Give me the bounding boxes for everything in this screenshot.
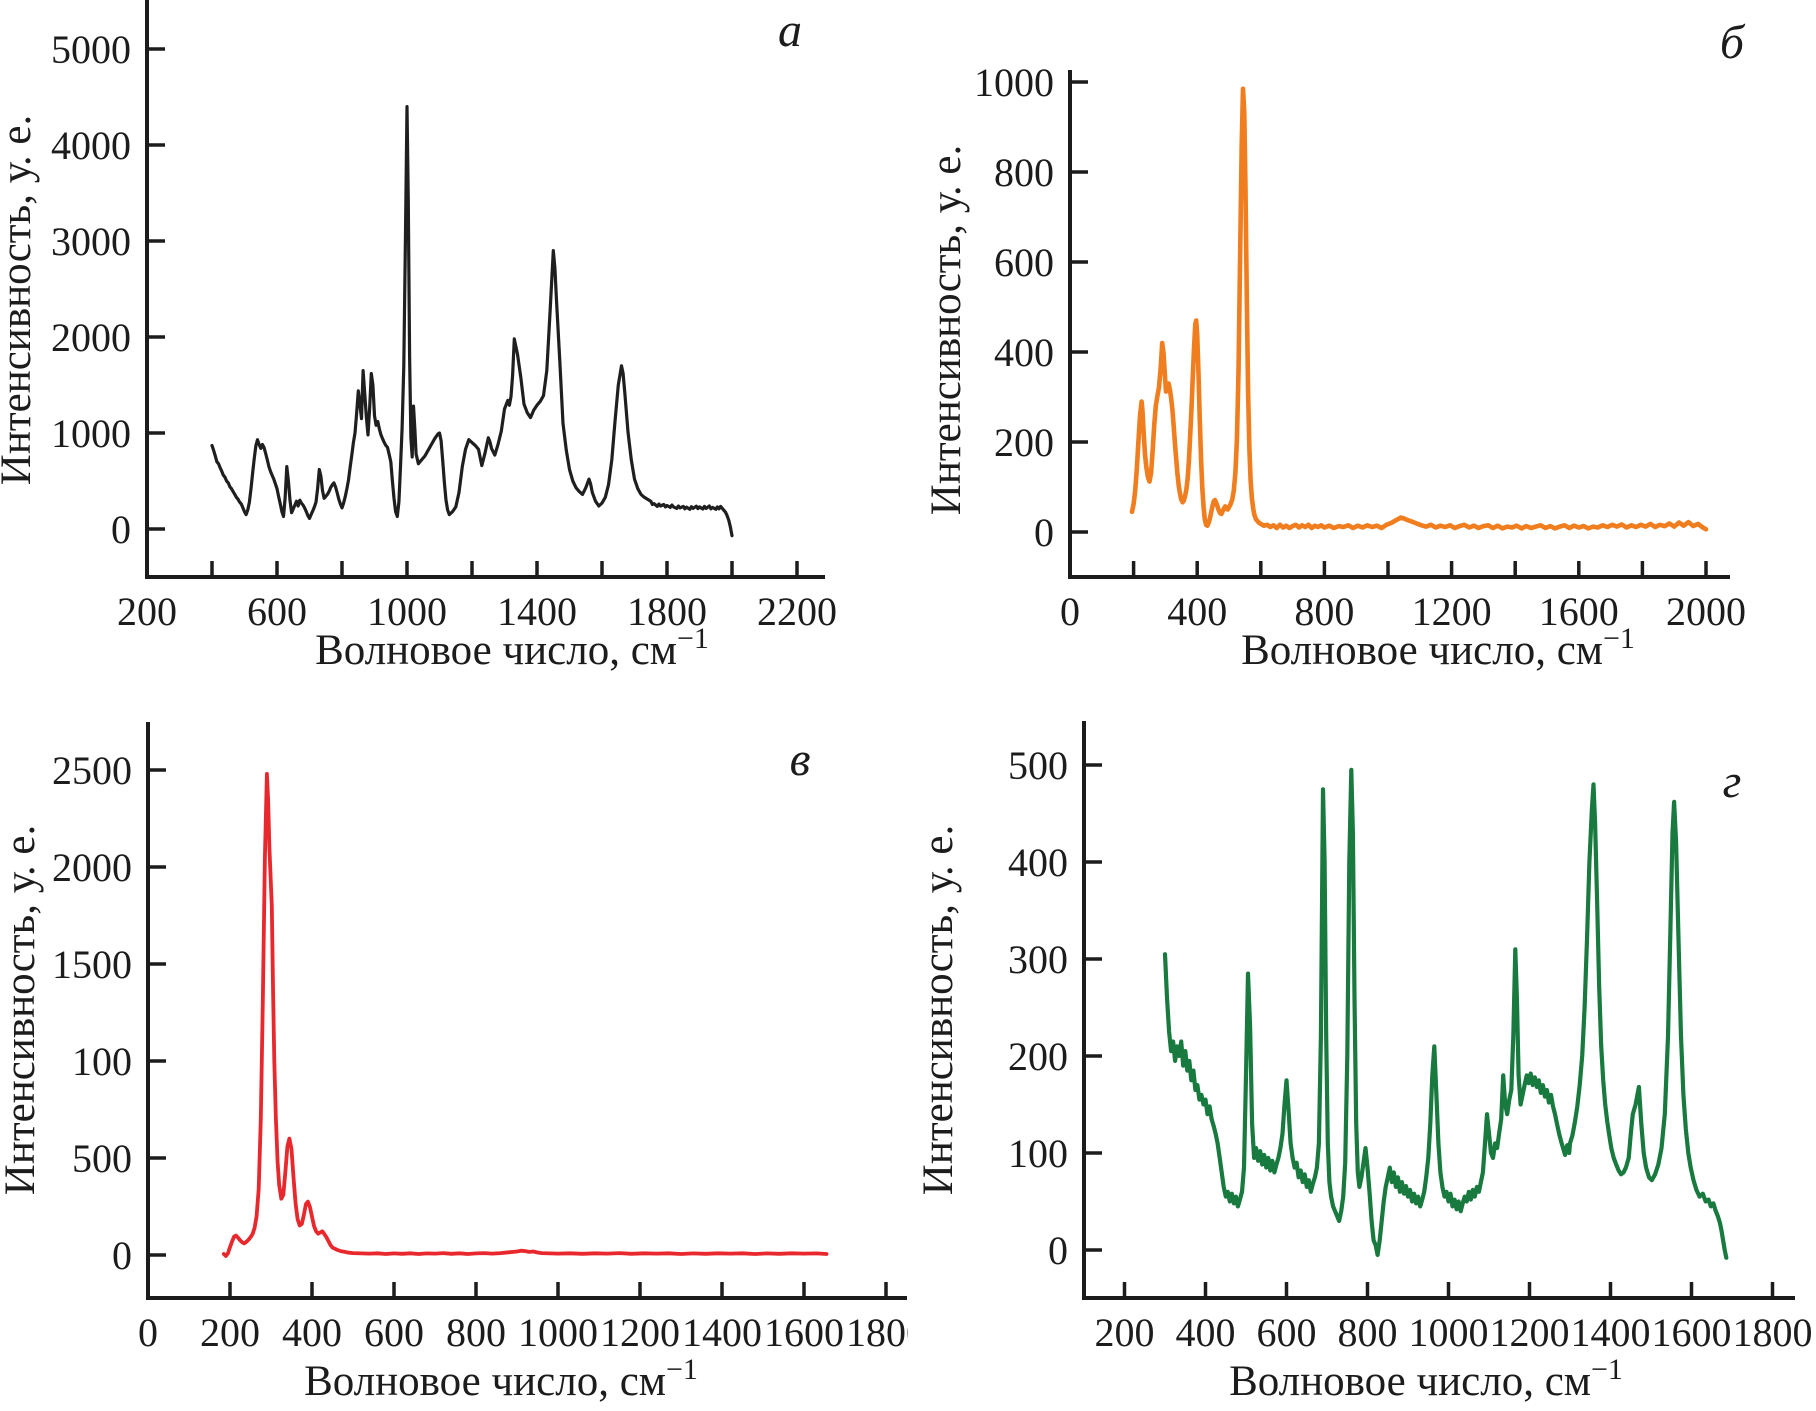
panel-a-raman-spectrum: 200 600 1000 1400 1800 2200 0 1000 2000 3000 4000 5… [0, 0, 908, 705]
y-tick-label: 1000 [51, 411, 131, 456]
x-tick-label: 1400 [1571, 1310, 1651, 1355]
x-tick-label: 400 [282, 1310, 342, 1355]
x-tick-label: 600 [364, 1310, 424, 1355]
spectrum-trace-b [1129, 86, 1709, 532]
x-tick-label: 400 [1167, 589, 1227, 634]
axis-ticks-b [1070, 80, 1708, 577]
panel-b-raman-spectrum: 0 400 800 1200 1600 2000 0 200 400 600 800 1000 Волн… [908, 0, 1816, 705]
axes-b [1068, 70, 1730, 579]
y-tick-label: 1500 [52, 942, 132, 987]
panel-letter-b: б [1720, 16, 1746, 69]
x-tick-label: 200 [117, 589, 177, 634]
tick-labels-g: 200 400 600 800 1000 1200 1400 1600 1800 0 100 200 3… [1008, 743, 1813, 1355]
y-tick-label: 5000 [51, 27, 131, 72]
x-axis-title: Волновое число, см−1 [1241, 622, 1635, 674]
x-tick-label: 400 [1176, 1310, 1236, 1355]
tick-labels-a: 200 600 1000 1400 1800 2200 0 1000 2000 3000 4000 5… [51, 27, 837, 634]
x-axis-title: Волновое число, см−1 [1229, 1353, 1623, 1405]
x-tick-label: 1600 [1652, 1310, 1732, 1355]
spectrum-plot-g: 200 400 600 800 1000 1200 1400 1600 1800 0 100 200 3… [915, 721, 1813, 1405]
x-tick-label: 1400 [497, 589, 577, 634]
y-tick-label: 400 [994, 330, 1054, 375]
y-tick-label: 3000 [51, 219, 131, 264]
tick-labels-b: 0 400 800 1200 1600 2000 0 200 400 600 800 1000 [974, 60, 1746, 634]
x-tick-label: 1600 [764, 1310, 844, 1355]
y-tick-label: 2000 [51, 315, 131, 360]
x-tick-label: 800 [1294, 589, 1354, 634]
y-tick-label: 500 [1008, 743, 1068, 788]
panel-letter-v: в [790, 733, 811, 786]
panel-letter-g: г [1723, 755, 1742, 808]
y-axis-title: Интенсивность, у. е. [923, 145, 970, 515]
panel-letter-a: а [778, 4, 802, 57]
x-axis-title: Волновое число, см−1 [315, 622, 709, 674]
y-tick-label: 1000 [974, 60, 1054, 105]
x-tick-label: 1000 [367, 589, 447, 634]
y-axis-title: Интенсивность, у. е. [915, 825, 962, 1195]
y-tick-label: 0 [1048, 1228, 1068, 1273]
x-tick-label: 200 [1095, 1310, 1155, 1355]
y-tick-label: 100 [1008, 1131, 1068, 1176]
x-tick-label: 0 [1060, 589, 1080, 634]
y-tick-label: 600 [994, 240, 1054, 285]
axes-g [1082, 721, 1795, 1300]
spectrum-trace-a [210, 104, 734, 538]
x-tick-label: 1800 [1733, 1310, 1813, 1355]
spectrum-trace-g [1162, 767, 1729, 1260]
x-tick-label: 1400 [682, 1310, 762, 1355]
panel-g-raman-spectrum: 200 400 600 800 1000 1200 1400 1600 1800 0 100 200 3… [908, 705, 1816, 1411]
y-tick-label: 800 [994, 150, 1054, 195]
y-tick-label: 200 [1008, 1034, 1068, 1079]
y-axis-title: Интенсивность, у. е. [0, 115, 40, 485]
axis-ticks-a [147, 47, 799, 577]
y-axis-title: Интенсивность, у. е. [0, 825, 44, 1195]
x-tick-label: 1800 [846, 1310, 908, 1355]
y-tick-label: 500 [72, 1136, 132, 1181]
axes-v [146, 722, 907, 1300]
x-tick-label: 1800 [627, 589, 707, 634]
x-tick-label: 800 [446, 1310, 506, 1355]
spectrum-plot-a: 200 600 1000 1400 1800 2200 0 1000 2000 3000 4000 5… [0, 0, 837, 674]
y-tick-label: 0 [1034, 510, 1054, 555]
axis-ticks-v [148, 768, 888, 1298]
x-tick-label: 600 [1257, 1310, 1317, 1355]
spectrum-plot-b: 0 400 800 1200 1600 2000 0 200 400 600 800 1000 Волн… [923, 16, 1746, 674]
x-tick-label: 1200 [600, 1310, 680, 1355]
y-tick-label: 200 [994, 420, 1054, 465]
axes-a [145, 0, 825, 579]
y-tick-label: 100 [72, 1039, 132, 1084]
y-tick-label: 2500 [52, 748, 132, 793]
x-axis-title: Волновое число, см−1 [304, 1353, 698, 1405]
x-tick-label: 1600 [1539, 589, 1619, 634]
y-tick-label: 300 [1008, 937, 1068, 982]
axis-ticks-g [1084, 763, 1775, 1298]
y-tick-label: 4000 [51, 123, 131, 168]
y-tick-label: 0 [112, 1233, 132, 1278]
x-tick-label: 2200 [757, 589, 837, 634]
x-tick-label: 0 [138, 1310, 158, 1355]
x-tick-label: 200 [200, 1310, 260, 1355]
y-tick-label: 400 [1008, 840, 1068, 885]
spectrum-trace-v [221, 772, 829, 1258]
x-tick-label: 1000 [1409, 1310, 1489, 1355]
x-tick-label: 1200 [1412, 589, 1492, 634]
x-tick-label: 800 [1338, 1310, 1398, 1355]
y-tick-label: 2000 [52, 845, 132, 890]
x-tick-label: 2000 [1666, 589, 1746, 634]
x-tick-label: 1000 [518, 1310, 598, 1355]
x-tick-label: 600 [247, 589, 307, 634]
y-tick-label: 0 [111, 507, 131, 552]
x-tick-label: 1200 [1490, 1310, 1570, 1355]
